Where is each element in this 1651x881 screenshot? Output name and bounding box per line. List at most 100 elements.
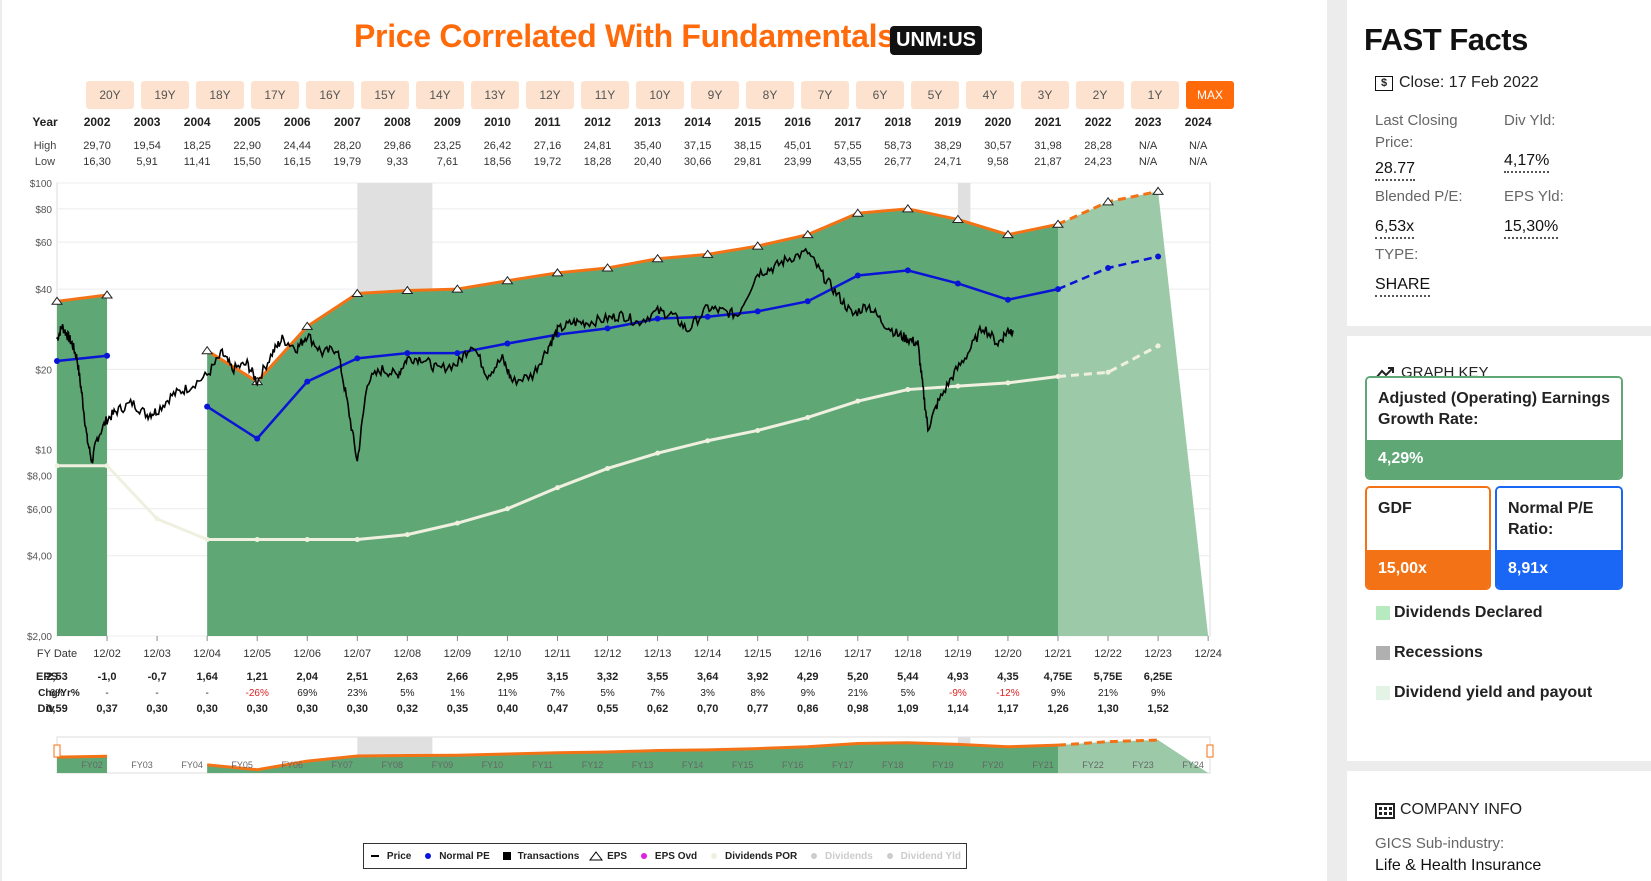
y-tick-label: $8,00 — [27, 471, 52, 482]
normal-pe-point — [454, 350, 461, 357]
range-button-8y[interactable]: 8Y — [746, 81, 794, 109]
range-button-max[interactable]: MAX — [1186, 81, 1234, 109]
close-date-text: Close: 17 Feb 2022 — [1399, 74, 1539, 91]
fy-date-cell: 12/09 — [444, 648, 472, 660]
navigator-tick-label: FY06 — [281, 760, 303, 770]
key-dividend-yield[interactable]: Dividend yield and payout — [1376, 684, 1592, 702]
eps-yld-value[interactable]: 15,30% — [1504, 218, 1559, 239]
range-button-6y[interactable]: 6Y — [856, 81, 904, 109]
range-button-10y[interactable]: 10Y — [636, 81, 684, 109]
legend-item-eps[interactable]: EPS — [589, 851, 627, 862]
div-cell: 1,30 — [1097, 703, 1118, 715]
table-high-cell: 18,25 — [183, 140, 211, 152]
normal-pe-line — [206, 269, 1059, 441]
range-button-11y[interactable]: 11Y — [581, 81, 629, 109]
table-high-cell: 28,28 — [1084, 140, 1112, 152]
eps-cell: 2,04 — [297, 671, 319, 683]
normal-pe-label: Normal P/E Ratio: — [1497, 488, 1621, 550]
navigator-tick-label: FY05 — [231, 760, 253, 770]
range-button-9y[interactable]: 9Y — [691, 81, 739, 109]
range-button-2y[interactable]: 2Y — [1076, 81, 1124, 109]
y-tick-label: $40 — [35, 285, 52, 296]
legend-item-eps-ovd[interactable]: EPS Ovd — [637, 851, 697, 862]
div-cell: 0,77 — [747, 703, 768, 715]
legend-item-dividends-por[interactable]: Dividends POR — [707, 851, 797, 862]
eps-cell: 5,75E — [1094, 671, 1123, 683]
div-cell: 0,30 — [146, 703, 167, 715]
range-button-15y[interactable]: 15Y — [361, 81, 409, 109]
range-button-17y[interactable]: 17Y — [251, 81, 299, 109]
table-year-cell: 2008 — [384, 115, 411, 129]
table-high-cell: N/A — [1189, 140, 1208, 152]
last-closing-value[interactable]: 28.77 — [1375, 160, 1416, 181]
dividends-declared-swatch — [1376, 606, 1390, 620]
navigator-handle[interactable] — [1206, 744, 1214, 758]
legend-item-price[interactable]: Price — [369, 851, 411, 862]
range-button-1y[interactable]: 1Y — [1131, 81, 1179, 109]
range-button-7y[interactable]: 7Y — [801, 81, 849, 109]
type-value[interactable]: SHARE — [1375, 276, 1431, 297]
dividend-point — [104, 463, 110, 469]
table-high-cell: 28,20 — [334, 140, 362, 152]
table-year-cell: 2005 — [234, 115, 261, 129]
legend-item-dividend-yld[interactable]: Dividend Yld — [883, 851, 961, 862]
key-recessions[interactable]: Recessions — [1376, 644, 1483, 662]
range-button-12y[interactable]: 12Y — [526, 81, 574, 109]
eps-triangle-marker — [1001, 229, 1014, 239]
eps-triangle-marker — [851, 208, 864, 217]
table-low-cell: 5,91 — [136, 156, 157, 168]
table-low-cell: 20,40 — [634, 156, 662, 168]
table-low-cell: 16,15 — [283, 156, 311, 168]
div-cell: 1,17 — [997, 703, 1018, 715]
chg-cell: - — [205, 688, 208, 699]
range-button-3y[interactable]: 3Y — [1021, 81, 1069, 109]
y-tick-label: $20 — [35, 365, 52, 376]
normal-pe-point — [1105, 264, 1112, 271]
price-line — [56, 247, 1014, 464]
dollar-icon: $ — [1375, 75, 1393, 91]
growth-rate-card[interactable]: Adjusted (Operating) Earnings Growth Rat… — [1365, 376, 1623, 480]
range-button-5y[interactable]: 5Y — [911, 81, 959, 109]
range-button-16y[interactable]: 16Y — [306, 81, 354, 109]
eps-triangle-marker — [401, 285, 414, 295]
table-high-cell: 38,15 — [734, 140, 762, 152]
table-year-cell: 2010 — [484, 115, 511, 129]
dividend-point — [54, 463, 60, 469]
fy-date-cell: 12/10 — [494, 648, 522, 660]
range-button-14y[interactable]: 14Y — [416, 81, 464, 109]
normal-pe-point — [104, 352, 111, 359]
normal-pe-card[interactable]: Normal P/E Ratio: 8,91x — [1495, 486, 1623, 590]
table-high-label: High — [34, 140, 57, 152]
table-low-cell: 18,56 — [484, 156, 512, 168]
div-yld-value[interactable]: 4,17% — [1504, 152, 1550, 173]
blended-pe-value[interactable]: 6,53x — [1375, 218, 1415, 239]
fy-date-cell: 12/03 — [143, 648, 171, 660]
gics-label: GICS Sub-industry: — [1375, 835, 1505, 852]
fy-date-cell: 12/15 — [744, 648, 772, 660]
chg-cell: 9% — [1051, 688, 1066, 699]
gdf-card[interactable]: GDF 15,00x — [1365, 486, 1491, 590]
range-button-20y[interactable]: 20Y — [86, 81, 134, 109]
legend-item-dividends[interactable]: Dividends — [807, 851, 873, 862]
normal-pe-point — [1055, 286, 1061, 293]
dividend-point — [204, 537, 210, 543]
navigator-handle[interactable] — [53, 744, 61, 758]
legend-item-normal-pe[interactable]: Normal PE — [421, 851, 490, 862]
range-button-18y[interactable]: 18Y — [196, 81, 244, 109]
fast-facts-panel: FAST Facts $ Close: 17 Feb 2022 Last Clo… — [1347, 0, 1651, 326]
blended-pe-label: Blended P/E: — [1375, 188, 1463, 205]
table-year-cell: 2014 — [684, 115, 711, 129]
eps-cell: 3,92 — [747, 671, 768, 683]
key-dividends-declared[interactable]: Dividends Declared — [1376, 604, 1543, 622]
dividend-point — [1155, 343, 1161, 349]
range-button-4y[interactable]: 4Y — [966, 81, 1014, 109]
normal-pe-point — [904, 267, 911, 274]
table-low-cell: 29,81 — [734, 156, 762, 168]
eps-triangle-marker — [1152, 186, 1165, 195]
normal-pe-point — [854, 272, 861, 279]
legend-item-transactions[interactable]: Transactions — [500, 851, 579, 862]
normal-pe-point — [1155, 253, 1162, 260]
range-button-19y[interactable]: 19Y — [141, 81, 189, 109]
range-button-13y[interactable]: 13Y — [471, 81, 519, 109]
eps-cell: 1,64 — [196, 671, 218, 683]
